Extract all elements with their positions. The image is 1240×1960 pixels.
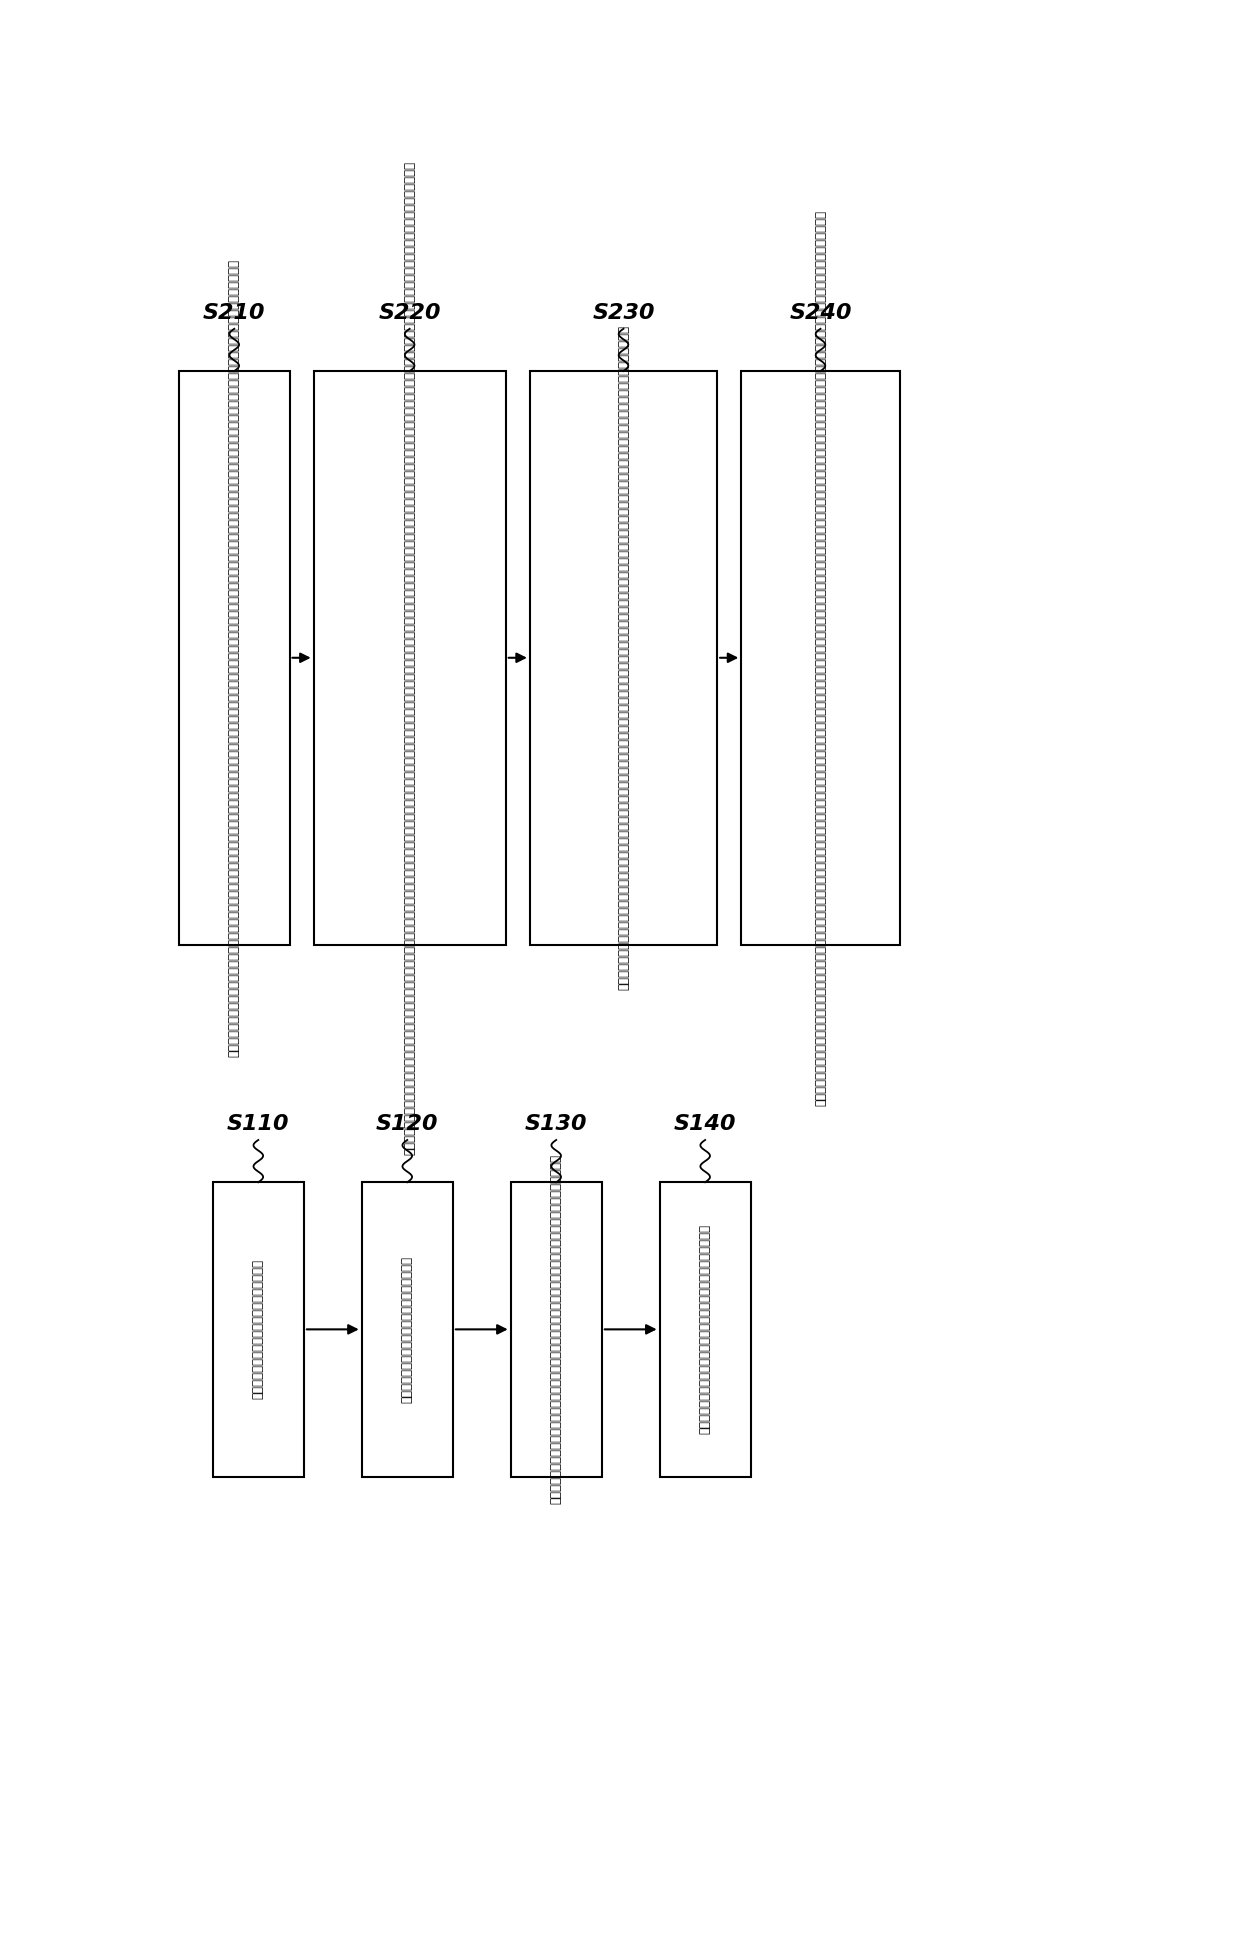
FancyBboxPatch shape [213,1182,304,1476]
Text: S140: S140 [673,1113,737,1135]
Text: S120: S120 [376,1113,439,1135]
FancyBboxPatch shape [179,370,290,945]
FancyBboxPatch shape [742,370,900,945]
FancyBboxPatch shape [529,370,717,945]
FancyBboxPatch shape [660,1182,751,1476]
Text: S230: S230 [593,302,655,323]
Text: 根据柔性基板多个点的成膜前振幅、成膜后振幅与柔性基板上的成膜厚度，计算柔性基板的多个点的成膜后应变值: 根据柔性基板多个点的成膜前振幅、成膜后振幅与柔性基板上的成膜厚度，计算柔性基板的… [549,1154,563,1505]
Text: S210: S210 [203,302,265,323]
Text: 取得一第二柔性基板上堆叠成的多层薄膜上的多个点的振幅，并通过应变测量方法转换为第二柔性基板上的多层薄膜上的多个点的应变值，其中这第二柔性基板上分列形成的多个多层: 取得一第二柔性基板上堆叠成的多层薄膜上的多个点的振幅，并通过应变测量方法转换为第… [403,161,417,1154]
Text: 通过各单层薄膜的材料系数，在应变值为零的这些条件下，固定这些第一柔性基板上所形成的单层薄膜的一部分的厚度，比对一成膜厚度与成膜后振幅的对应数据库，计算出各第一柔: 通过各单层薄膜的材料系数，在应变值为零的这些条件下，固定这些第一柔性基板上所形成… [813,210,827,1105]
Text: 根据各第一柔性基板上所堆叠成的多层薄膜的多个点的应变值与第二柔性基板上所堆叠成的多层薄膜对应各点的应变值，针对各对应点的各单层薄膜的多层薄膜上的多个点，求解联立: 根据各第一柔性基板上所堆叠成的多层薄膜的多个点的应变值与第二柔性基板上所堆叠成的… [618,325,630,990]
Text: S240: S240 [789,302,852,323]
Text: 取得柔性基板对应成膜前的多个点的成膜后振幅: 取得柔性基板对应成膜前的多个点的成膜后振幅 [401,1256,414,1403]
Text: 根据柔性基板的多个点的应变值，转换为柔性基板的多个点的应力值: 根据柔性基板的多个点的应变值，转换为柔性基板的多个点的应力值 [698,1225,712,1435]
Text: 分别取得多个第一柔性基板上所形成的各第一柔性薄膜上的各第一柔性基板上的多个点的振幅，将振幅为各第一柔性基板上的单层薄膜上的各第一柔性基板上的多个点的应变值，并通: 分别取得多个第一柔性基板上所形成的各第一柔性薄膜上的各第一柔性基板上的多个点的振… [228,259,241,1056]
Text: S110: S110 [227,1113,290,1135]
Text: S220: S220 [378,302,441,323]
Text: S130: S130 [525,1113,588,1135]
FancyBboxPatch shape [511,1182,601,1476]
FancyBboxPatch shape [362,1182,453,1476]
FancyBboxPatch shape [314,370,506,945]
Text: 取得柔性基板在成膜前的多个点的成膜前振幅: 取得柔性基板在成膜前的多个点的成膜前振幅 [252,1260,265,1399]
